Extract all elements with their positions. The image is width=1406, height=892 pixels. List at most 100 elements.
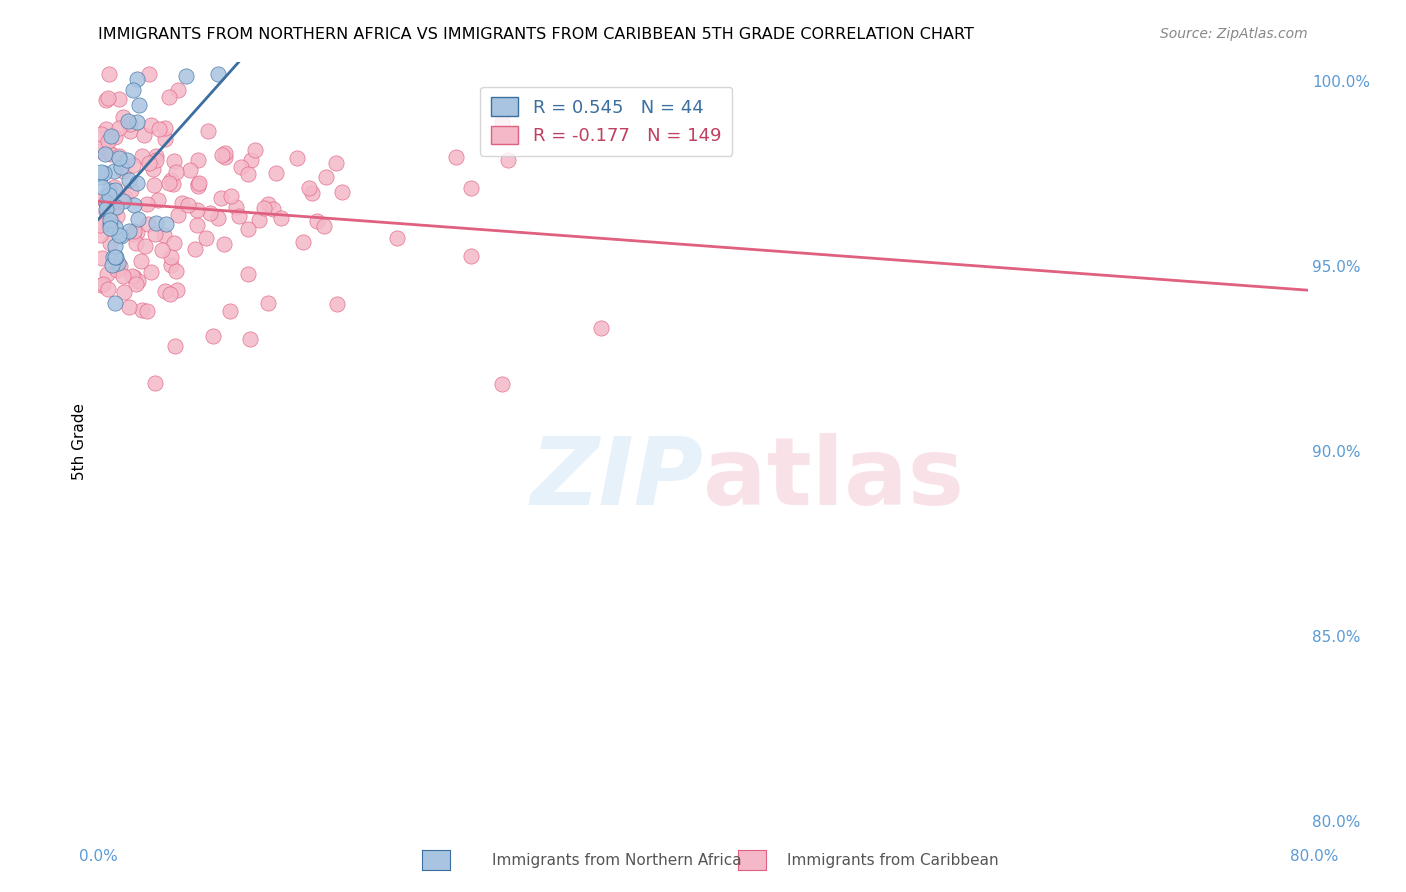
Point [150, 243, 173, 257]
Point [166, 83, 188, 97]
Point [104, 130, 127, 145]
Point [96, 267, 118, 281]
Point [100, 147, 122, 161]
Point [97, 183, 120, 197]
Point [256, 295, 278, 310]
Point [176, 198, 198, 212]
Point [162, 177, 184, 191]
Point [96, 202, 118, 217]
Point [104, 250, 127, 264]
Point [117, 224, 139, 238]
Point [138, 217, 160, 231]
Point [142, 178, 165, 193]
Point [174, 69, 197, 83]
Point [125, 225, 148, 239]
Point [312, 219, 335, 234]
Point [112, 285, 135, 300]
Point [97, 66, 120, 80]
Point [98, 213, 121, 227]
Point [91, 191, 114, 205]
Point [142, 162, 165, 177]
Text: 0.0%: 0.0% [79, 849, 118, 863]
Point [101, 203, 124, 218]
Point [132, 128, 155, 142]
Point [187, 176, 209, 190]
Point [108, 151, 131, 165]
Point [218, 304, 240, 318]
Point [145, 153, 167, 167]
Point [105, 210, 128, 224]
Point [460, 249, 482, 263]
Point [179, 162, 201, 177]
Point [96, 214, 118, 228]
Point [98, 215, 121, 229]
Point [186, 218, 208, 232]
Point [107, 256, 129, 270]
Point [298, 181, 321, 195]
Point [104, 219, 127, 234]
Point [291, 235, 314, 249]
Point [96, 94, 118, 108]
Point [211, 148, 233, 162]
Point [195, 231, 218, 245]
Point [94, 122, 117, 136]
Point [103, 163, 125, 178]
Text: Immigrants from Northern Africa: Immigrants from Northern Africa [492, 854, 742, 868]
Point [247, 213, 270, 227]
Point [207, 211, 229, 225]
Point [152, 228, 174, 243]
Point [121, 158, 143, 172]
Point [94, 204, 117, 219]
Point [460, 181, 482, 195]
Point [187, 153, 209, 167]
Point [214, 145, 236, 160]
Point [145, 216, 167, 230]
Point [127, 212, 149, 227]
Point [187, 178, 209, 193]
Point [160, 258, 183, 272]
Point [96, 200, 118, 214]
Text: ZIP: ZIP [530, 434, 703, 525]
Point [166, 208, 188, 222]
Text: 80.0%: 80.0% [1291, 849, 1339, 863]
Point [111, 194, 134, 208]
Point [110, 229, 132, 244]
Point [118, 300, 141, 314]
Point [159, 286, 181, 301]
Point [89, 170, 111, 185]
Point [122, 224, 145, 238]
Point [209, 191, 232, 205]
Point [100, 128, 122, 143]
Point [90, 278, 112, 293]
Point [228, 209, 250, 223]
Point [145, 149, 167, 163]
Point [125, 277, 148, 292]
Point [104, 200, 127, 214]
Point [491, 377, 513, 392]
Point [243, 143, 266, 157]
Point [153, 284, 176, 298]
Point [108, 260, 131, 274]
Point [148, 122, 170, 136]
Point [225, 200, 247, 214]
Text: Immigrants from Caribbean: Immigrants from Caribbean [787, 854, 1000, 868]
Point [138, 156, 160, 170]
Point [128, 98, 150, 112]
Point [89, 227, 111, 242]
Point [163, 235, 186, 250]
Point [104, 251, 127, 265]
Point [183, 242, 205, 256]
Point [101, 258, 124, 272]
Point [120, 117, 142, 131]
Point [112, 111, 135, 125]
Point [98, 145, 121, 160]
Point [163, 154, 186, 169]
Point [90, 127, 112, 141]
Point [221, 188, 243, 202]
Point [214, 237, 236, 252]
Point [122, 82, 145, 96]
Point [104, 295, 127, 310]
Point [98, 235, 121, 250]
Point [186, 202, 208, 217]
Point [104, 200, 127, 214]
